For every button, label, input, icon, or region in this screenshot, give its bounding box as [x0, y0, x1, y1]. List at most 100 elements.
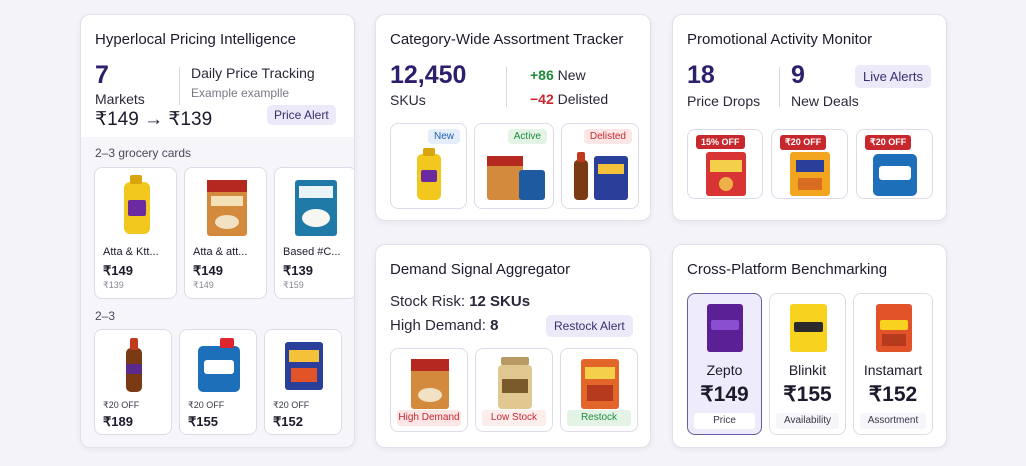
blinkit-logo-icon: [790, 304, 827, 352]
offer-price: ₹155: [188, 414, 218, 429]
platform-tile-zepto[interactable]: Zepto ₹149 Price: [687, 293, 762, 435]
high-demand-value: 8: [490, 317, 499, 334]
divider: [179, 67, 180, 105]
rice-bag-icon: [295, 180, 337, 236]
assortment-title: Category-Wide Assortment Tracker: [390, 31, 624, 48]
atta-bag-icon: [411, 359, 449, 409]
pricing-card: Hyperlocal Pricing Intelligence 7 Market…: [80, 14, 355, 448]
new-label: New: [557, 67, 586, 83]
product-old-price: ₹139: [103, 280, 124, 290]
deals-label: New Deals: [791, 93, 859, 109]
product-price: ₹149: [103, 263, 133, 278]
new-tag: New: [427, 129, 460, 144]
offer-card[interactable]: ₹20 OFF ₹189: [94, 329, 172, 435]
high-demand-label: High Demand:: [390, 317, 486, 334]
assortment-tile[interactable]: New: [390, 123, 467, 209]
demand-tile[interactable]: Restock: [560, 348, 638, 432]
promo-card: Promotional Activity Monitor 18 Price Dr…: [672, 14, 947, 221]
jar-icon: [498, 357, 532, 409]
product-price: ₹149: [193, 263, 223, 278]
detergent-icon: [873, 154, 917, 196]
platform-tile-blinkit[interactable]: Blinkit ₹155 Availability: [769, 293, 846, 435]
product-name: Based #C...: [283, 246, 341, 258]
offer-card[interactable]: ₹20 OFF ₹152: [264, 329, 342, 435]
demand-card: Demand Signal Aggregator Stock Risk: 12 …: [375, 244, 651, 448]
product-price: ₹139: [283, 263, 313, 278]
restock-alert-badge[interactable]: Restock Alert: [546, 315, 633, 337]
grocery-card[interactable]: Atta & att... ₹149 ₹149: [184, 167, 267, 299]
demand-tile[interactable]: Low Stock: [475, 348, 553, 432]
restock-tag: Restock: [567, 410, 631, 426]
offer-card[interactable]: ₹20 OFF ₹155: [179, 329, 257, 435]
platform-metric: Availability: [776, 413, 839, 429]
assortment-card: Category-Wide Assortment Tracker 12,450 …: [375, 14, 651, 221]
assortment-tile[interactable]: Delisted: [561, 123, 639, 209]
promo-tile[interactable]: 15% OFF: [687, 129, 763, 199]
price-change: ₹149 → ₹139: [95, 109, 213, 130]
product-old-price: ₹149: [193, 280, 214, 290]
snacks-icon: [574, 152, 628, 200]
price-alert-badge[interactable]: Price Alert: [267, 105, 336, 125]
markets-value: 7: [95, 61, 109, 89]
platform-name: Blinkit: [788, 362, 827, 378]
high-demand: High Demand: 8: [390, 317, 498, 334]
skus-value: 12,450: [390, 61, 467, 89]
pricing-title: Hyperlocal Pricing Intelligence: [95, 31, 296, 48]
offer-price: ₹152: [273, 414, 303, 429]
tracking-title: Daily Price Tracking: [191, 65, 315, 81]
promo-tile[interactable]: ₹20 OFF: [771, 129, 848, 199]
benchmark-card: Cross-Platform Benchmarking Zepto ₹149 P…: [672, 244, 947, 448]
deals-value: 9: [791, 61, 805, 89]
skus-label: SKUs: [390, 92, 426, 108]
assortment-tile[interactable]: Active: [474, 123, 554, 209]
product-old-price: ₹159: [283, 280, 304, 290]
divider: [506, 67, 507, 107]
stock-risk-value: 12 SKUs: [469, 293, 531, 310]
drops-label: Price Drops: [687, 93, 761, 109]
delisted-count: −42 Delisted: [530, 91, 608, 107]
offer-label: ₹20 OFF: [188, 400, 225, 410]
grocery-card[interactable]: Based #C... ₹139 ₹159: [274, 167, 354, 299]
atta-bag-icon: [487, 156, 545, 200]
divider: [779, 67, 780, 107]
benchmark-title: Cross-Platform Benchmarking: [687, 261, 888, 278]
discount-badge: ₹20 OFF: [780, 135, 827, 150]
offer-label: ₹20 OFF: [273, 400, 310, 410]
demand-tile[interactable]: High Demand: [390, 348, 468, 432]
demand-title: Demand Signal Aggregator: [390, 261, 571, 278]
chips-pack-icon: [790, 152, 830, 196]
zepto-logo-icon: [707, 304, 743, 352]
instamart-logo-icon: [876, 304, 912, 352]
snack-pack-icon: [581, 359, 619, 409]
delisted-value: −42: [530, 91, 554, 107]
offer-label: ₹20 OFF: [103, 400, 140, 410]
detergent-icon: [198, 338, 240, 392]
tracking-sub: Example examplle: [191, 86, 290, 100]
grocery-card[interactable]: Atta & Ktt... ₹149 ₹139: [94, 167, 177, 299]
promo-tile[interactable]: ₹20 OFF: [856, 129, 933, 199]
atta-bag-icon: [207, 180, 247, 236]
section-label: 2–3: [95, 309, 116, 323]
active-tag: Active: [507, 129, 547, 144]
platform-metric: Price: [694, 413, 755, 429]
product-name: Atta & att...: [193, 246, 248, 258]
new-count: +86 New: [530, 67, 586, 83]
delisted-tag: Delisted: [583, 129, 632, 144]
platform-metric: Assortment: [860, 413, 926, 429]
high-demand-tag: High Demand: [397, 410, 461, 426]
live-alerts-badge[interactable]: Live Alerts: [855, 65, 931, 88]
platform-tile-instamart[interactable]: Instamart ₹152 Assortment: [853, 293, 933, 435]
product-name: Atta & Ktt...: [103, 246, 159, 258]
delisted-label: Delisted: [557, 91, 609, 107]
platform-name: Instamart: [863, 362, 923, 378]
oil-bottle-icon: [417, 148, 441, 200]
drops-value: 18: [687, 61, 715, 89]
cola-bottle-icon: [126, 338, 142, 392]
platform-price: ₹152: [868, 383, 918, 406]
promo-title: Promotional Activity Monitor: [687, 31, 873, 48]
stock-risk-label: Stock Risk:: [390, 293, 466, 310]
snack-pack-icon: [285, 342, 323, 390]
discount-badge: 15% OFF: [696, 135, 745, 149]
low-stock-tag: Low Stock: [482, 410, 546, 426]
stock-risk: Stock Risk: 12 SKUs: [390, 293, 530, 310]
